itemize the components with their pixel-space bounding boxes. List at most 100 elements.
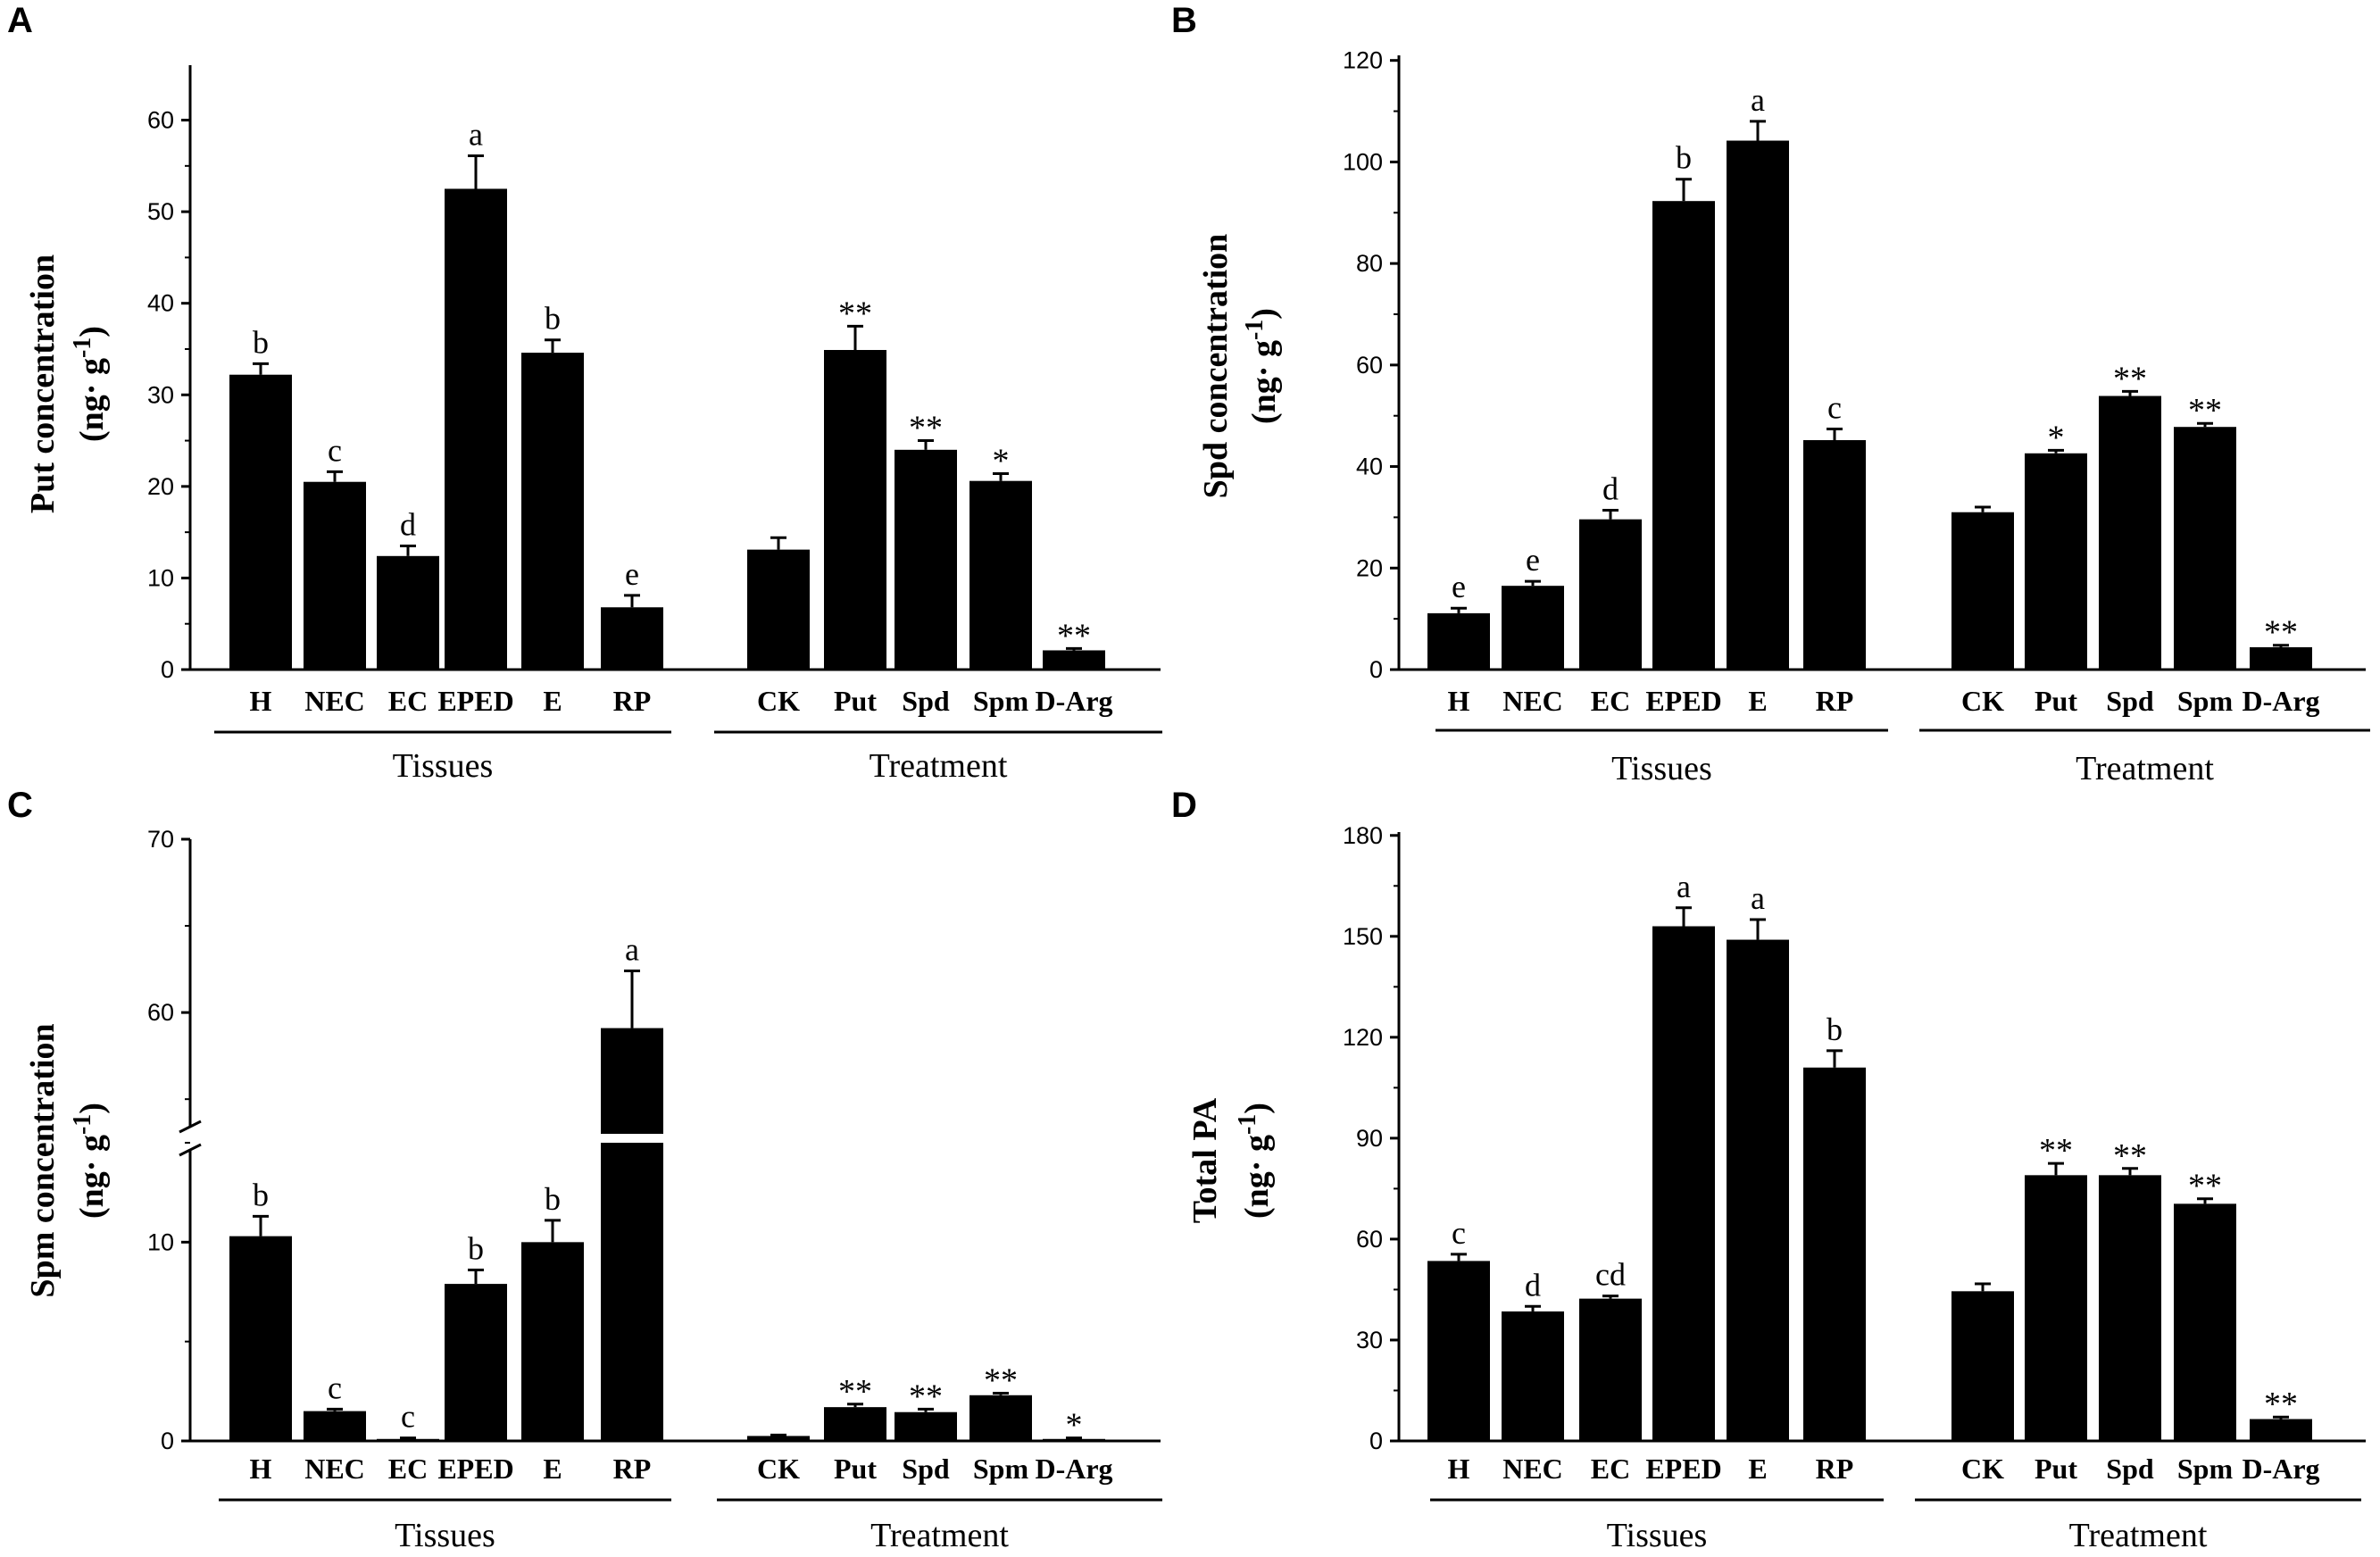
bar[interactable] bbox=[2099, 1175, 2161, 1441]
bar[interactable] bbox=[824, 1407, 886, 1441]
y-tick-label: 10 bbox=[147, 1228, 174, 1255]
bar[interactable] bbox=[969, 480, 1032, 670]
x-category-label: Put bbox=[834, 685, 877, 717]
y-unit-superscript: -1 bbox=[1234, 1114, 1261, 1135]
significance-label: a bbox=[625, 932, 639, 968]
panel-letter: B bbox=[1171, 1, 1197, 40]
y-unit-close: ) bbox=[73, 1103, 111, 1114]
bar[interactable] bbox=[377, 1438, 439, 1441]
bar[interactable] bbox=[2250, 646, 2312, 670]
x-category-label: Spd bbox=[2106, 1453, 2154, 1485]
bar[interactable] bbox=[747, 1436, 810, 1441]
bar[interactable] bbox=[1427, 1261, 1490, 1441]
bar[interactable] bbox=[1803, 439, 1866, 670]
bar[interactable] bbox=[1043, 1438, 1105, 1441]
bar[interactable] bbox=[895, 1411, 957, 1441]
x-category-label: NEC bbox=[1502, 685, 1563, 717]
y-axis-label: Spm concentration bbox=[24, 1023, 62, 1297]
bar[interactable] bbox=[304, 1411, 366, 1441]
bar[interactable] bbox=[1427, 612, 1490, 670]
significance-label: ** bbox=[1057, 617, 1091, 654]
y-tick-label: 40 bbox=[147, 290, 174, 317]
x-category-label: CK bbox=[1961, 1453, 2004, 1485]
significance-label: ** bbox=[838, 1373, 872, 1411]
y-unit-text: (ng· g bbox=[1245, 340, 1283, 424]
bar[interactable] bbox=[1727, 939, 1789, 1441]
bar[interactable] bbox=[1502, 1311, 1564, 1441]
y-tick-label: 40 bbox=[1356, 454, 1383, 480]
y-tick-label: 120 bbox=[1343, 47, 1383, 74]
bar[interactable] bbox=[895, 449, 957, 670]
significance-label: b bbox=[253, 1177, 269, 1212]
group-label: Treatment bbox=[870, 747, 1008, 785]
x-category-label: H bbox=[1448, 685, 1470, 717]
y-unit-superscript: -1 bbox=[69, 337, 96, 358]
bar[interactable] bbox=[2174, 1203, 2236, 1441]
y-tick-label: 30 bbox=[1356, 1327, 1383, 1353]
y-tick-label: 100 bbox=[1343, 148, 1383, 175]
bar[interactable] bbox=[969, 1395, 1032, 1441]
group-label: Tissues bbox=[1611, 750, 1712, 787]
x-category-label: EPED bbox=[437, 1453, 513, 1485]
x-category-label: EC bbox=[1591, 685, 1630, 717]
significance-label: ** bbox=[984, 1362, 1018, 1400]
bar[interactable] bbox=[1502, 586, 1564, 670]
y-axis-unit-label: (ng· g-1) bbox=[1241, 308, 1283, 424]
x-category-label: D-Arg bbox=[1035, 685, 1112, 717]
bar[interactable] bbox=[445, 188, 507, 670]
x-category-label: EPED bbox=[437, 685, 513, 717]
x-category-label: H bbox=[250, 1453, 272, 1485]
bar[interactable] bbox=[1579, 1298, 1642, 1441]
significance-label: * bbox=[993, 442, 1010, 479]
bar[interactable] bbox=[1579, 519, 1642, 670]
bar[interactable] bbox=[229, 374, 292, 670]
y-tick-label: 180 bbox=[1343, 822, 1383, 849]
significance-label: a bbox=[1677, 869, 1691, 904]
significance-label: cd bbox=[1595, 1257, 1626, 1293]
bar[interactable] bbox=[1951, 1291, 2014, 1441]
x-category-label: E bbox=[543, 1453, 562, 1485]
bar[interactable] bbox=[601, 607, 663, 670]
bar[interactable] bbox=[521, 1242, 584, 1441]
significance-label: e bbox=[1526, 542, 1540, 578]
bar[interactable] bbox=[824, 350, 886, 670]
y-tick-label: 120 bbox=[1343, 1024, 1383, 1051]
bar[interactable] bbox=[2025, 453, 2087, 670]
bar[interactable] bbox=[2025, 1175, 2087, 1441]
bar[interactable] bbox=[445, 1284, 507, 1441]
x-category-label: Spd bbox=[902, 685, 950, 717]
significance-label: c bbox=[1452, 1215, 1466, 1251]
bar[interactable] bbox=[377, 555, 439, 670]
x-category-label: D-Arg bbox=[2242, 685, 2319, 717]
bar[interactable] bbox=[229, 1236, 292, 1441]
bar[interactable] bbox=[747, 549, 810, 670]
bar[interactable] bbox=[2174, 427, 2236, 670]
bar[interactable] bbox=[1652, 926, 1715, 1441]
y-unit-text: (ng· g bbox=[1238, 1135, 1276, 1219]
bar[interactable] bbox=[2099, 395, 2161, 670]
bar-break-gap bbox=[599, 1134, 665, 1143]
bar[interactable] bbox=[1951, 512, 2014, 670]
significance-label: c bbox=[328, 1370, 342, 1405]
bar[interactable] bbox=[601, 1028, 663, 1441]
bar[interactable] bbox=[521, 353, 584, 670]
x-category-label: RP bbox=[1816, 685, 1854, 717]
bar[interactable] bbox=[1652, 201, 1715, 670]
y-axis-unit-label: (ng· g-1) bbox=[69, 326, 111, 442]
bar[interactable] bbox=[1043, 650, 1105, 670]
axis-break-mark bbox=[179, 1120, 202, 1134]
bar[interactable] bbox=[1727, 140, 1789, 670]
bar[interactable] bbox=[304, 481, 366, 670]
significance-label: * bbox=[1066, 1407, 1083, 1445]
y-unit-superscript: -1 bbox=[1241, 320, 1269, 340]
x-category-label: H bbox=[250, 685, 272, 717]
significance-label: ** bbox=[2039, 1132, 2073, 1170]
x-category-label: Put bbox=[834, 1453, 877, 1485]
x-category-label: EPED bbox=[1645, 685, 1721, 717]
bar[interactable] bbox=[2250, 1419, 2312, 1441]
significance-label: b bbox=[253, 324, 269, 360]
x-category-label: EC bbox=[1591, 1453, 1630, 1485]
bar[interactable] bbox=[1803, 1067, 1866, 1441]
